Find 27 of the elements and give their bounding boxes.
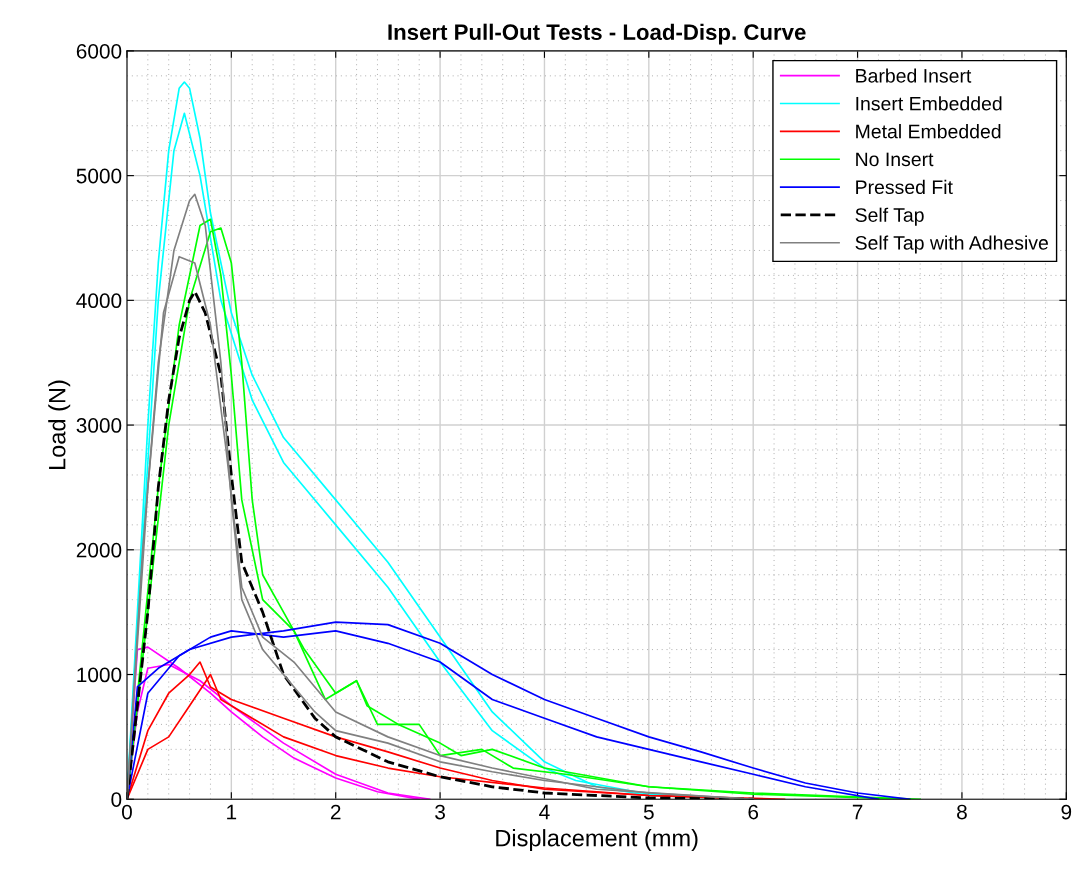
x-tick-label: 8	[957, 804, 967, 820]
chart-title: Insert Pull-Out Tests - Load-Disp. Curve	[388, 23, 806, 45]
x-tick-label: 1	[227, 804, 237, 820]
x-tick-label: 0	[121, 804, 132, 820]
legend-label: No Insert	[856, 152, 934, 167]
legend-label: Self Tap with Adhesive	[855, 235, 1048, 254]
x-axis-title: Displacement (mm)	[496, 829, 698, 852]
x-tick-label: 9	[1061, 804, 1072, 820]
x-tick-label: 7	[852, 804, 863, 820]
legend-label: Metal Embedded	[856, 124, 1001, 139]
y-tick-label: 1000	[77, 667, 122, 683]
legend-label: Insert Embedded	[856, 96, 1002, 111]
y-tick-label: 0	[111, 792, 122, 807]
y-tick-label: 5000	[76, 168, 122, 184]
x-tick-label: 6	[748, 804, 759, 820]
x-tick-label: 3	[435, 804, 445, 820]
y-axis-title: Load (N)	[48, 380, 71, 470]
x-tick-label: 5	[643, 804, 654, 820]
legend-label: Barbed Insert	[856, 68, 972, 83]
y-tick-label: 6000	[76, 43, 122, 59]
y-tick-label: 3000	[76, 418, 122, 433]
legend-label: Pressed Fit	[856, 179, 953, 195]
y-tick-label: 2000	[76, 542, 122, 558]
x-tick-label: 4	[539, 804, 550, 820]
y-tick-label: 4000	[76, 293, 122, 309]
x-tick-label: 2	[330, 804, 341, 820]
legend-label: Self Tap	[855, 207, 924, 226]
